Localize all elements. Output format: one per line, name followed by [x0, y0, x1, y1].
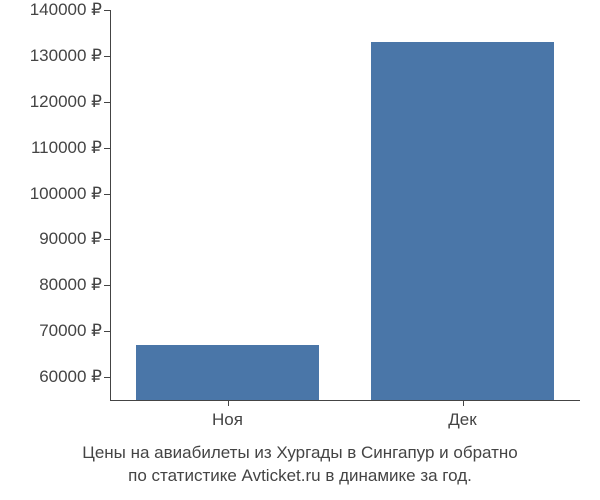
- y-tick-label: 140000 ₽: [30, 0, 102, 20]
- x-axis: [110, 400, 580, 401]
- chart-container: Цены на авиабилеты из Хургады в Сингапур…: [0, 0, 600, 500]
- x-tick-label: Ноя: [212, 410, 243, 430]
- y-tick-mark: [104, 194, 110, 195]
- y-tick-label: 70000 ₽: [39, 321, 102, 341]
- y-tick-label: 110000 ₽: [31, 138, 102, 158]
- y-tick-label: 100000 ₽: [30, 184, 102, 204]
- y-tick-label: 60000 ₽: [39, 367, 102, 387]
- y-tick-mark: [104, 377, 110, 378]
- y-tick-mark: [104, 331, 110, 332]
- plot-area: [110, 10, 580, 400]
- y-tick-mark: [104, 239, 110, 240]
- y-tick-mark: [104, 148, 110, 149]
- caption-line-2: по статистике Avticket.ru в динамике за …: [128, 466, 472, 485]
- y-tick-label: 130000 ₽: [30, 46, 102, 66]
- x-tick-mark: [228, 400, 229, 406]
- y-tick-label: 120000 ₽: [30, 92, 102, 112]
- y-tick-mark: [104, 56, 110, 57]
- y-tick-mark: [104, 10, 110, 11]
- y-tick-label: 80000 ₽: [39, 275, 102, 295]
- y-tick-mark: [104, 285, 110, 286]
- y-tick-label: 90000 ₽: [39, 229, 102, 249]
- bar: [136, 345, 319, 400]
- caption-line-1: Цены на авиабилеты из Хургады в Сингапур…: [82, 443, 517, 462]
- x-tick-mark: [463, 400, 464, 406]
- y-tick-mark: [104, 102, 110, 103]
- bar: [371, 42, 554, 400]
- y-axis: [110, 10, 111, 400]
- x-tick-label: Дек: [448, 410, 476, 430]
- chart-caption: Цены на авиабилеты из Хургады в Сингапур…: [20, 442, 580, 488]
